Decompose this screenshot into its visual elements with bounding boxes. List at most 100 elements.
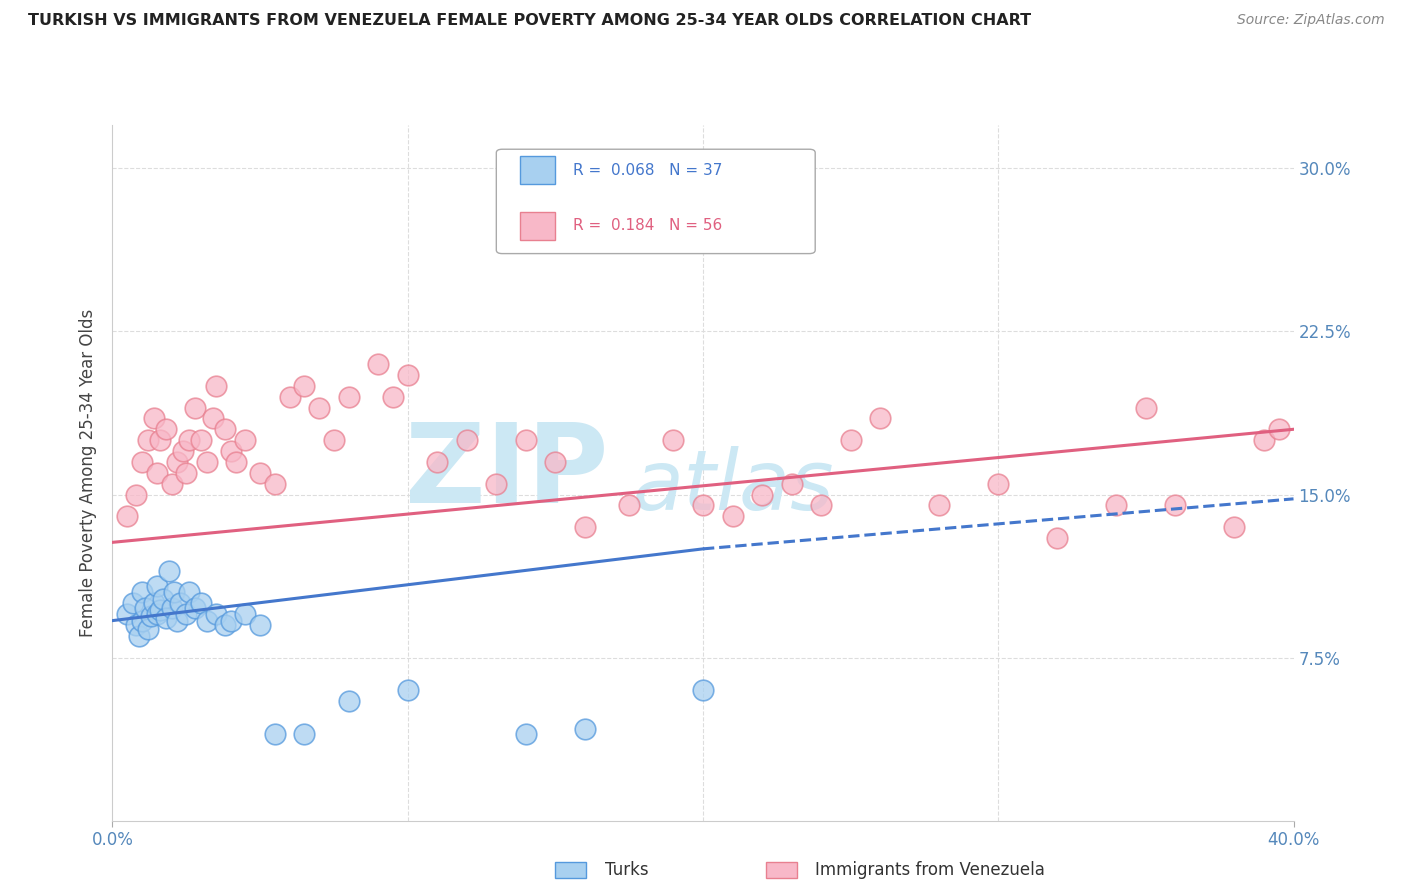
Point	[125, 487, 148, 501]
Point	[136, 623, 159, 637]
Text: Source: ZipAtlas.com: Source: ZipAtlas.com	[1237, 13, 1385, 28]
Point	[225, 455, 247, 469]
Point	[131, 614, 153, 628]
FancyBboxPatch shape	[496, 149, 815, 253]
FancyBboxPatch shape	[520, 212, 555, 240]
Point	[163, 585, 186, 599]
Point	[128, 629, 150, 643]
Point	[190, 596, 212, 610]
Point	[205, 378, 228, 392]
Point	[337, 694, 360, 708]
Point	[264, 476, 287, 491]
Point	[264, 726, 287, 740]
FancyBboxPatch shape	[520, 156, 555, 184]
Point	[155, 422, 177, 436]
Point	[184, 401, 207, 415]
Point	[184, 600, 207, 615]
Point	[619, 499, 641, 513]
Point	[136, 433, 159, 447]
Text: Immigrants from Venezuela: Immigrants from Venezuela	[815, 861, 1045, 879]
Point	[131, 585, 153, 599]
Point	[278, 390, 301, 404]
Text: TURKISH VS IMMIGRANTS FROM VENEZUELA FEMALE POVERTY AMONG 25-34 YEAR OLDS CORREL: TURKISH VS IMMIGRANTS FROM VENEZUELA FEM…	[28, 13, 1031, 29]
Point	[214, 618, 236, 632]
Point	[117, 607, 138, 621]
Point	[396, 683, 419, 698]
Point	[292, 378, 315, 392]
Point	[1253, 433, 1275, 447]
Point	[1164, 499, 1187, 513]
Point	[166, 614, 188, 628]
Point	[233, 607, 256, 621]
Text: Turks: Turks	[605, 861, 648, 879]
Point	[134, 600, 156, 615]
Point	[219, 614, 242, 628]
Point	[515, 726, 537, 740]
Point	[780, 476, 803, 491]
Point	[839, 433, 862, 447]
Point	[169, 596, 191, 610]
Point	[146, 607, 169, 621]
Text: R =  0.068   N = 37: R = 0.068 N = 37	[574, 162, 723, 178]
Point	[174, 607, 197, 621]
Point	[146, 579, 169, 593]
Point	[125, 618, 148, 632]
Point	[426, 455, 449, 469]
Point	[1223, 520, 1246, 534]
Point	[201, 411, 224, 425]
Point	[869, 411, 891, 425]
Point	[179, 585, 201, 599]
Point	[166, 455, 188, 469]
Point	[160, 476, 183, 491]
Point	[205, 607, 228, 621]
Point	[122, 596, 145, 610]
Point	[721, 509, 744, 524]
Point	[308, 401, 330, 415]
Text: atlas: atlas	[633, 446, 834, 527]
Point	[195, 614, 218, 628]
Point	[139, 609, 162, 624]
Point	[1135, 401, 1157, 415]
Point	[117, 509, 138, 524]
Point	[928, 499, 950, 513]
Point	[292, 726, 315, 740]
Point	[149, 433, 172, 447]
Point	[152, 591, 174, 606]
Point	[810, 499, 832, 513]
Point	[396, 368, 419, 382]
Point	[485, 476, 508, 491]
Point	[149, 603, 172, 617]
Point	[1105, 499, 1128, 513]
Point	[219, 444, 242, 458]
Point	[987, 476, 1010, 491]
Point	[142, 411, 165, 425]
Point	[233, 433, 256, 447]
Point	[155, 611, 177, 625]
Point	[174, 466, 197, 480]
Point	[160, 600, 183, 615]
Point	[456, 433, 478, 447]
Point	[692, 499, 714, 513]
Point	[249, 618, 271, 632]
Y-axis label: Female Poverty Among 25-34 Year Olds: Female Poverty Among 25-34 Year Olds	[79, 309, 97, 637]
Point	[751, 487, 773, 501]
Point	[157, 564, 180, 578]
Text: R =  0.184   N = 56: R = 0.184 N = 56	[574, 219, 723, 234]
Text: ZIP: ZIP	[405, 419, 609, 526]
Point	[172, 444, 194, 458]
Point	[146, 466, 169, 480]
Point	[662, 433, 685, 447]
Point	[574, 520, 596, 534]
Point	[190, 433, 212, 447]
Point	[1268, 422, 1291, 436]
Point	[195, 455, 218, 469]
Point	[179, 433, 201, 447]
Point	[142, 596, 165, 610]
Point	[382, 390, 405, 404]
Point	[131, 455, 153, 469]
Point	[323, 433, 346, 447]
Point	[544, 455, 567, 469]
Point	[574, 723, 596, 737]
Point	[515, 433, 537, 447]
Point	[692, 683, 714, 698]
